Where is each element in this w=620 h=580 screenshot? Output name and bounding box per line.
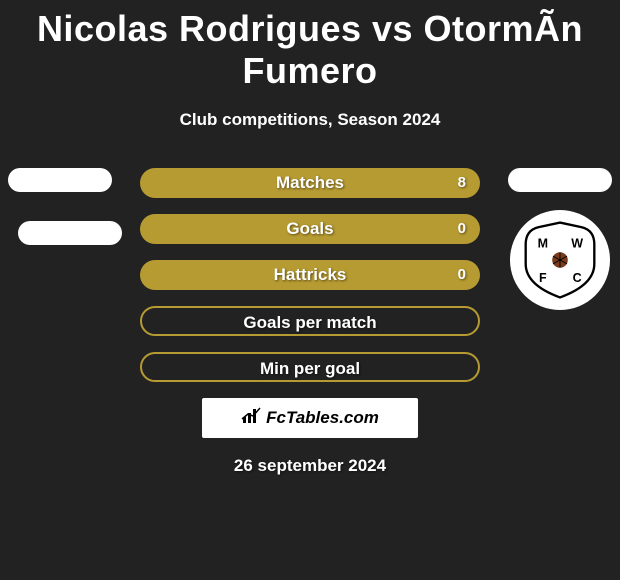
chart-icon xyxy=(241,407,263,430)
watermark-text: FcTables.com xyxy=(266,408,379,428)
stat-label: Matches xyxy=(140,168,480,198)
stat-row: Min per goal xyxy=(140,352,480,382)
stat-row: Matches8 xyxy=(140,168,480,198)
player-left-avatar-placeholder-2 xyxy=(18,221,122,245)
club-shield-icon: M W F C xyxy=(521,221,599,299)
badge-letter-w: W xyxy=(571,237,583,251)
stat-label: Min per goal xyxy=(142,354,478,384)
watermark: FcTables.com xyxy=(202,398,418,438)
stat-value-right: 0 xyxy=(458,260,466,290)
stat-row: Goals per match xyxy=(140,306,480,336)
stat-row: Goals0 xyxy=(140,214,480,244)
badge-letter-c: C xyxy=(573,271,582,285)
badge-letter-m: M xyxy=(538,237,548,251)
stat-label: Goals xyxy=(140,214,480,244)
stat-rows: Matches8Goals0Hattricks0Goals per matchM… xyxy=(140,168,480,382)
player-right-avatar-placeholder xyxy=(508,168,612,192)
stat-value-right: 8 xyxy=(458,168,466,198)
stat-label: Hattricks xyxy=(140,260,480,290)
badge-letter-f: F xyxy=(539,271,547,285)
player-left-avatar-placeholder-1 xyxy=(8,168,112,192)
date-label: 26 september 2024 xyxy=(0,456,620,476)
comparison-content: M W F C Matches8Goals0Hattricks0Goals pe… xyxy=(0,168,620,476)
page-title: Nicolas Rodrigues vs OtormÃ­n Fumero xyxy=(0,0,620,92)
stat-label: Goals per match xyxy=(142,308,478,338)
stat-value-right: 0 xyxy=(458,214,466,244)
stat-row: Hattricks0 xyxy=(140,260,480,290)
player-right-club-badge: M W F C xyxy=(510,210,610,310)
subtitle: Club competitions, Season 2024 xyxy=(0,110,620,130)
